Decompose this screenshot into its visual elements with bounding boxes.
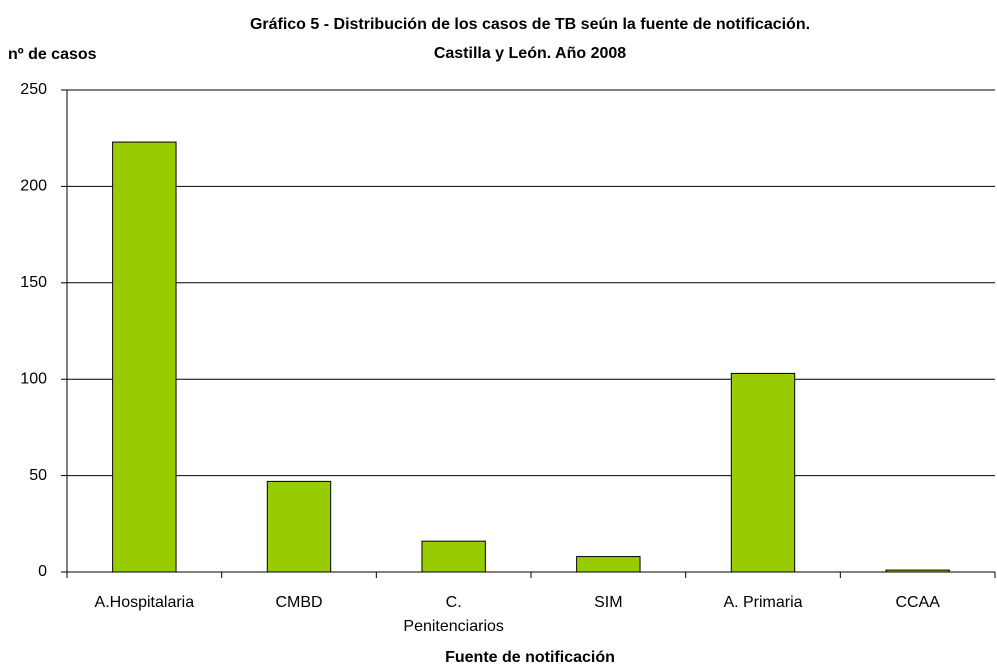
y-tick-label: 250: [20, 81, 47, 98]
y-tick-label: 0: [38, 563, 47, 580]
bar: [112, 141, 177, 573]
y-tick-label: 100: [20, 370, 47, 387]
chart-title: Gráfico 5 - Distribución de los casos de…: [250, 16, 810, 33]
chart-title: Castilla y León. Año 2008: [434, 45, 626, 62]
x-tick-label: A.Hospitalaria: [95, 594, 195, 611]
y-tick-label: 150: [20, 274, 47, 291]
bar: [266, 480, 332, 573]
x-tick-label: SIM: [594, 594, 622, 611]
x-axis-label: Fuente de notificación: [445, 649, 615, 666]
x-tick-label: CMBD: [275, 594, 322, 611]
bar: [885, 569, 950, 573]
bar: [421, 540, 486, 573]
x-tick-label: C. Penitenciarios: [403, 594, 504, 635]
y-tick-label: 200: [20, 178, 47, 195]
x-tick-label: A. Primaria: [723, 594, 802, 611]
x-tick-label: CCAA: [895, 594, 940, 611]
bar: [730, 372, 796, 573]
bar: [576, 556, 641, 573]
y-axis-label: nº de casos: [8, 46, 97, 63]
y-tick-label: 50: [29, 467, 47, 484]
